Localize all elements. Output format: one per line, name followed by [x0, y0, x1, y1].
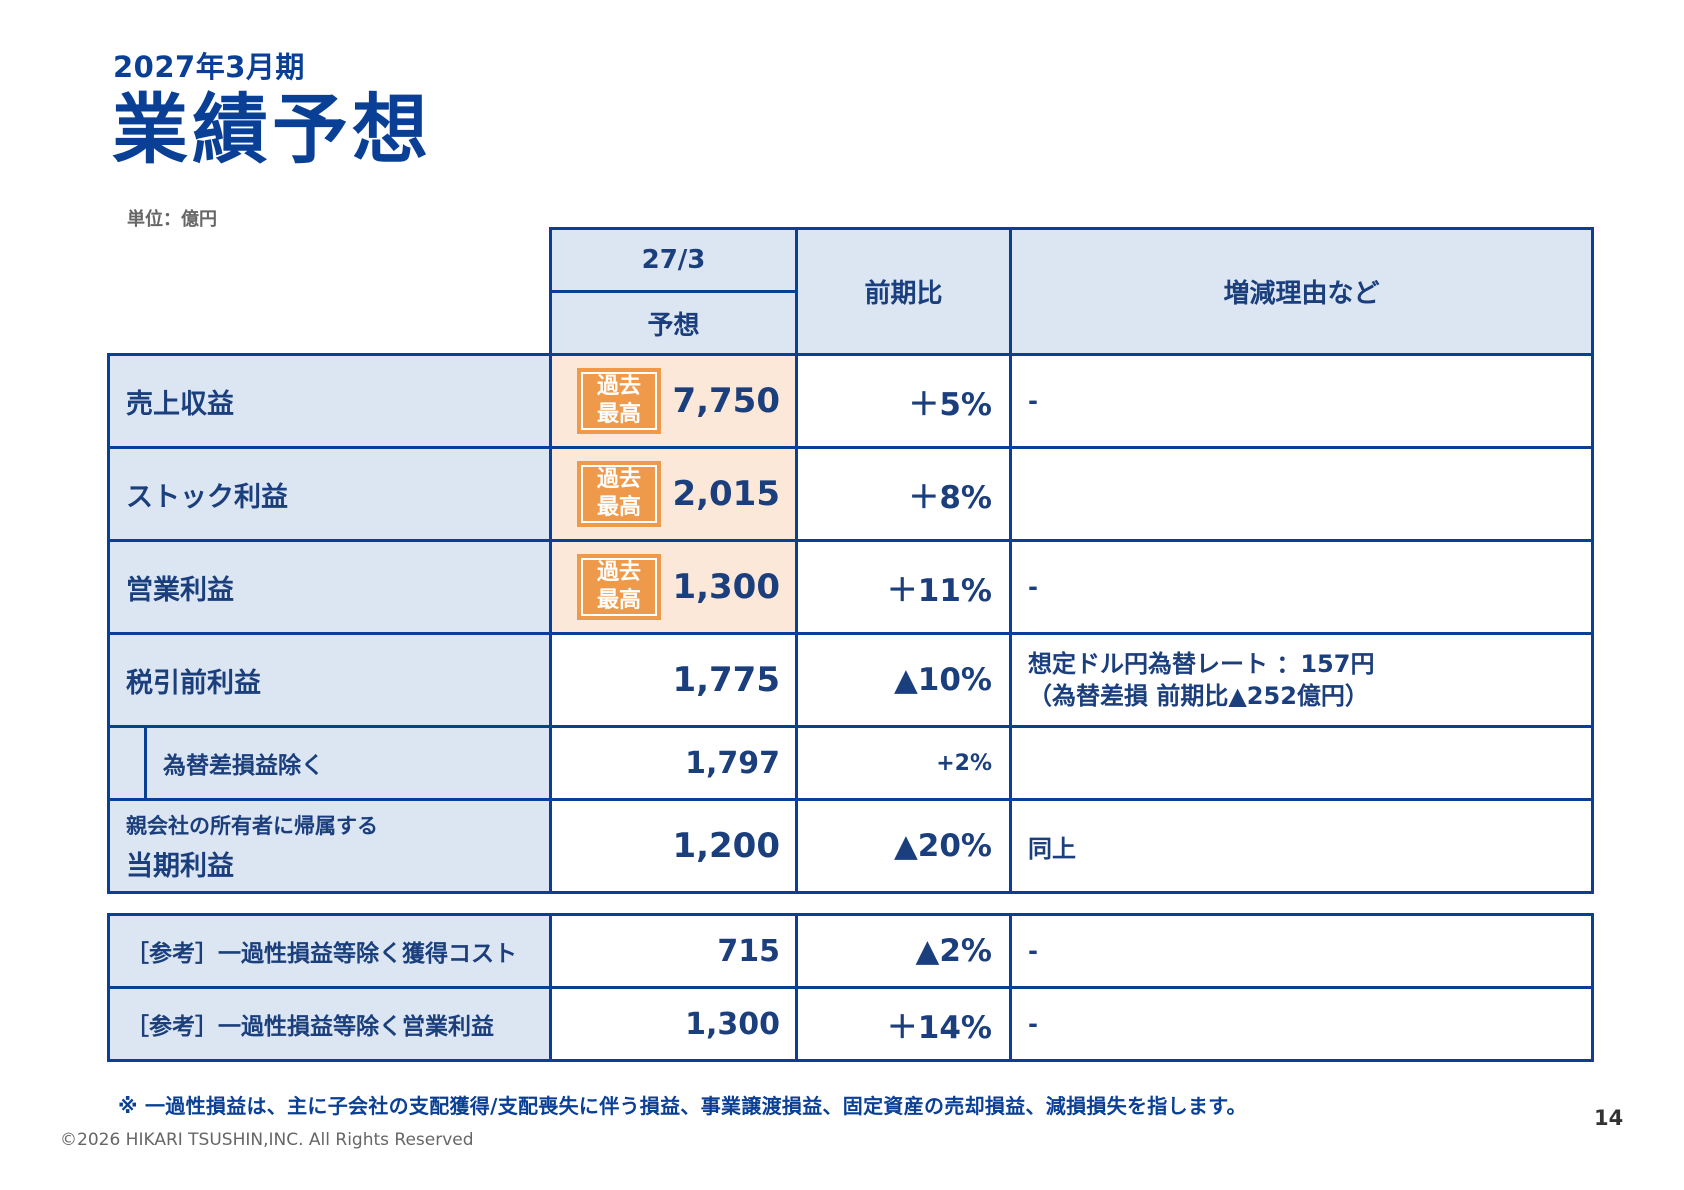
footnote: ※ 一過性損益は、主に子会社の支配獲得/支配喪失に伴う損益、事業譲渡損益、固定資… [118, 1094, 1247, 1118]
forecast-value: 2,015 [672, 474, 780, 514]
unit-label: 単位：億円 [127, 209, 217, 230]
table-row: ［参考］一過性損益等除く営業利益 1,300 ＋14% - [107, 986, 1594, 1062]
forecast-value: 1,300 [549, 986, 798, 1062]
yoy-value: ＋8% [795, 446, 1012, 542]
reason-text: - [1009, 986, 1594, 1062]
row-label-stock-profit: ストック利益 [107, 446, 552, 542]
record-high-badge: 過去 最高 [577, 368, 661, 434]
forecast-value: 715 [549, 913, 798, 989]
forecast-value: 1,200 [549, 798, 798, 894]
forecast-value: 1,300 [672, 567, 780, 607]
reason-text: - [1009, 539, 1594, 635]
yoy-value: ＋5% [795, 353, 1012, 449]
table-row: 営業利益 過去 最高 1,300 ＋11% - [107, 539, 1594, 635]
row-label-revenue: 売上収益 [107, 353, 552, 449]
reference-table: ［参考］一過性損益等除く獲得コスト 715 ▲2% - ［参考］一過性損益等除く… [107, 913, 1594, 1062]
reason-text: - [1009, 913, 1594, 989]
reason-text: 想定ドル円為替レート ：157円 （為替差損 前期比▲252億円） [1009, 632, 1594, 728]
row-label-net-profit: 親会社の所有者に帰属する 当期利益 [107, 798, 552, 894]
table-row: 売上収益 過去 最高 7,750 ＋5% - [107, 353, 1594, 449]
table-row: 親会社の所有者に帰属する 当期利益 1,200 ▲20% 同上 [107, 798, 1594, 894]
row-label-excl-fx: 為替差損益除く [144, 728, 549, 798]
column-header-forecast: 予想 [549, 290, 798, 356]
yoy-value: ＋11% [795, 539, 1012, 635]
yoy-value: ▲2% [795, 913, 1012, 989]
ref-label-operating-profit: ［参考］一過性損益等除く営業利益 [107, 986, 552, 1062]
forecast-value: 1,775 [549, 632, 798, 728]
table-row: 為替差損益除く 1,797 +2% [107, 725, 1594, 801]
reason-text: 同上 [1009, 798, 1594, 894]
column-header-reason: 増減理由など [1009, 227, 1594, 356]
ref-label-acquisition-cost: ［参考］一過性損益等除く獲得コスト [107, 913, 552, 989]
yoy-value: ▲10% [795, 632, 1012, 728]
reason-text: - [1009, 353, 1594, 449]
page-title: 業績予想 [112, 85, 432, 174]
yoy-value: ＋14% [795, 986, 1012, 1062]
reason-text [1009, 725, 1594, 801]
column-header-period: 27/3 [549, 227, 798, 293]
period-heading: 2027年3月期 [113, 50, 305, 84]
reason-text [1009, 446, 1594, 542]
page-number: 14 [1594, 1106, 1624, 1130]
forecast-value: 7,750 [672, 381, 780, 421]
table-row: ［参考］一過性損益等除く獲得コスト 715 ▲2% - [107, 913, 1594, 989]
row-label-operating-profit: 営業利益 [107, 539, 552, 635]
row-label-pretax-profit: 税引前利益 [107, 632, 552, 728]
forecast-value: 1,797 [549, 725, 798, 801]
yoy-value: ▲20% [795, 798, 1012, 894]
copyright: ©2026 HIKARI TSUSHIN,INC. All Rights Res… [60, 1130, 474, 1150]
record-high-badge: 過去 最高 [577, 461, 661, 527]
forecast-table: 27/3 前期比 増減理由など 予想 売上収益 過去 最高 7,750 ＋5% -… [107, 227, 1594, 894]
column-header-yoy: 前期比 [795, 227, 1012, 356]
record-high-badge: 過去 最高 [577, 554, 661, 620]
table-row: 税引前利益 1,775 ▲10% 想定ドル円為替レート ：157円 （為替差損 … [107, 632, 1594, 728]
table-row: ストック利益 過去 最高 2,015 ＋8% [107, 446, 1594, 542]
yoy-value: +2% [795, 725, 1012, 801]
